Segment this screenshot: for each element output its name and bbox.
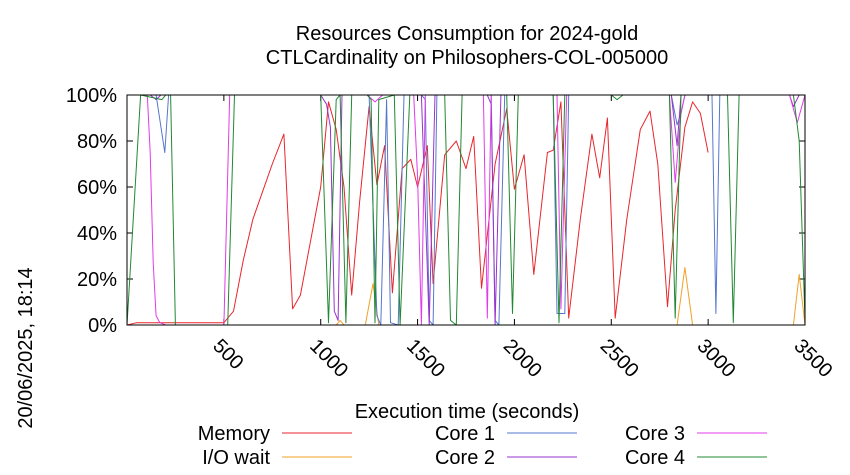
legend-label: Core 1 xyxy=(435,423,495,445)
series-line-memory xyxy=(126,101,709,326)
legend-item-core-1: Core 1 xyxy=(435,423,577,445)
x-tick-label: 1000 xyxy=(305,335,352,382)
legend-item-i-o-wait: I/O wait xyxy=(202,447,352,469)
timestamp: 20/06/2025, 18:14 xyxy=(15,267,37,428)
legend-item-core-3: Core 3 xyxy=(625,423,767,445)
x-axis: 500 1000 1500 2000 2500 3000 3500 xyxy=(208,95,836,382)
series-lines xyxy=(126,94,806,326)
y-tick-label: 20% xyxy=(77,269,117,291)
x-axis-label: Execution time (seconds) xyxy=(355,401,580,423)
legend-item-core-2: Core 2 xyxy=(435,447,577,469)
chart-title: Resources Consumption for 2024-gold xyxy=(296,23,638,45)
series-line-core-3 xyxy=(127,94,806,326)
x-tick-label: 3500 xyxy=(789,335,836,382)
plot-frame xyxy=(126,94,806,326)
y-tick-label: 60% xyxy=(77,177,117,199)
legend-label: Core 2 xyxy=(435,447,495,469)
x-tick-label: 3000 xyxy=(693,335,740,382)
x-tick-label: 2000 xyxy=(499,335,546,382)
y-tick-label: 40% xyxy=(77,223,117,245)
x-tick-label: 1500 xyxy=(402,335,449,382)
legend-label: Core 4 xyxy=(625,447,685,469)
y-tick-label: 100% xyxy=(66,85,117,107)
legend-label: Memory xyxy=(198,423,270,445)
x-tick-label: 2500 xyxy=(596,335,643,382)
chart-subtitle: CTLCardinality on Philosophers-COL-00500… xyxy=(266,47,668,69)
y-axis: 0% 20% 40% 60% 80% 100% xyxy=(66,85,805,337)
legend-label: Core 3 xyxy=(625,423,685,445)
y-tick-label: 0% xyxy=(88,315,117,337)
x-tick-label: 500 xyxy=(208,335,247,374)
legend-item-core-4: Core 4 xyxy=(625,447,767,469)
legend-item-memory: Memory xyxy=(198,423,352,445)
y-tick-label: 80% xyxy=(77,131,117,153)
legend-label: I/O wait xyxy=(202,447,270,469)
